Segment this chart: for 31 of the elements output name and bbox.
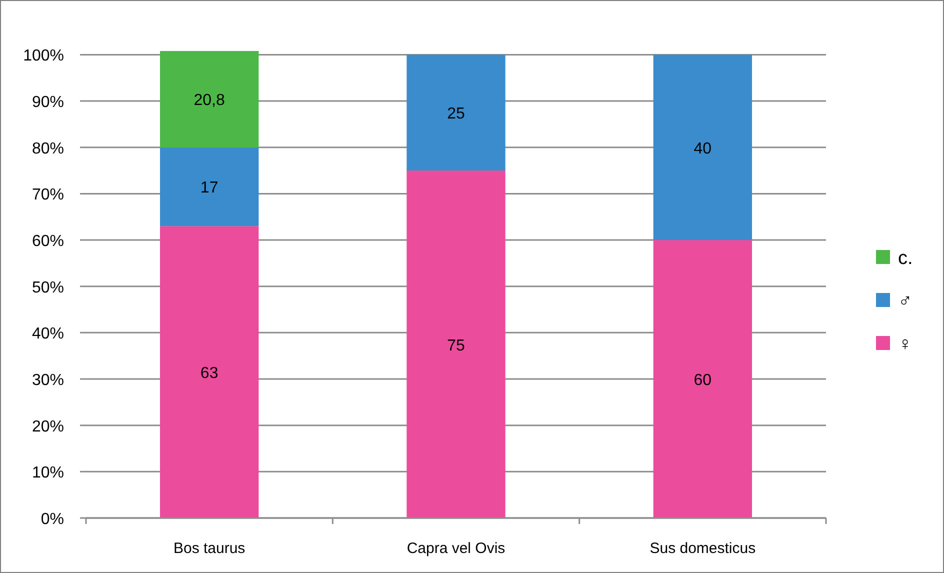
bar <box>406 54 506 171</box>
x-tick-label: Sus domesticus <box>650 540 756 557</box>
legend-label: c. <box>898 248 913 269</box>
data-label: 75 <box>447 337 465 354</box>
y-tick-label: 0% <box>40 511 64 528</box>
y-tick-label: 40% <box>32 326 64 343</box>
data-label: 25 <box>447 106 465 123</box>
data-label: 40 <box>694 140 712 158</box>
x-tick-label: Capra vel Ovis <box>406 540 506 557</box>
data-label: 63 <box>200 365 218 382</box>
data-label: 17 <box>200 180 218 197</box>
y-tick-label: 50% <box>32 279 64 296</box>
legend-label: ♀ <box>898 334 912 355</box>
y-tick-label: 60% <box>32 233 64 250</box>
y-tick-label: 80% <box>32 140 64 158</box>
legend-label: ♂ <box>898 291 912 312</box>
y-tick-label: 10% <box>32 464 64 482</box>
bar <box>160 226 259 518</box>
y-tick-label: 30% <box>32 372 64 390</box>
data-label: 20,8 <box>194 92 226 110</box>
y-tick-label: 70% <box>32 186 64 204</box>
y-tick-label: 90% <box>32 94 64 112</box>
bar <box>160 147 259 226</box>
bar <box>653 240 752 518</box>
y-tick-label: 20% <box>32 418 64 436</box>
data-label: 60 <box>694 372 712 390</box>
bar <box>653 54 752 240</box>
bar <box>406 170 506 518</box>
bar <box>160 51 259 148</box>
y-tick-label: 100% <box>23 48 64 65</box>
x-tick-label: Bos taurus <box>173 540 246 557</box>
